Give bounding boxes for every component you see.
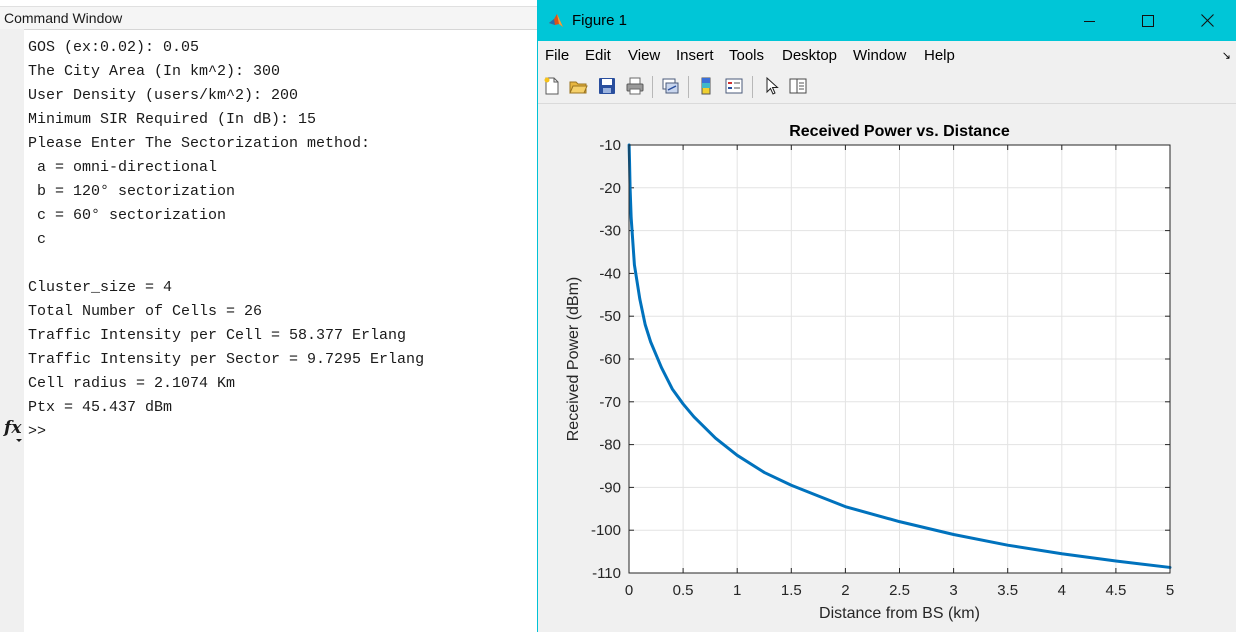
menu-edit[interactable]: Edit <box>585 47 611 64</box>
y-axis-label: Received Power (dBm) <box>565 277 582 442</box>
command-output-line: c <box>28 231 47 248</box>
command-output-line: a = omni-directional <box>28 159 218 176</box>
x-tick-label: 2 <box>841 582 849 599</box>
figure-menubar: File Edit View Insert Tools Desktop Wind… <box>538 41 1236 69</box>
toolbar-separator <box>688 76 689 98</box>
x-tick-label: 3.5 <box>997 582 1018 599</box>
y-tick-label: -100 <box>591 522 621 539</box>
command-window-gutter <box>0 29 24 632</box>
x-tick-label: 4 <box>1058 582 1066 599</box>
open-file-icon[interactable] <box>568 76 588 96</box>
command-prompt[interactable]: >> <box>28 423 47 440</box>
command-window: Command Window GOS (ex:0.02): 0.05 The Ci… <box>0 0 537 632</box>
y-tick-label: -90 <box>599 479 621 496</box>
x-tick-label: 2.5 <box>889 582 910 599</box>
pointer-icon[interactable] <box>762 76 782 96</box>
x-tick-label: 3 <box>949 582 957 599</box>
command-output-line: b = 120° sectorization <box>28 183 236 200</box>
command-output-line: Ptx = 45.437 dBm <box>28 399 173 416</box>
command-output-line: The City Area (In km^2): 300 <box>28 63 281 80</box>
x-tick-label: 1 <box>733 582 741 599</box>
menu-view[interactable]: View <box>628 47 661 64</box>
command-window-titlebar: Command Window <box>0 6 537 30</box>
menu-file[interactable]: File <box>545 47 570 64</box>
print-icon[interactable] <box>625 76 645 96</box>
y-tick-label: -80 <box>599 437 621 454</box>
save-icon[interactable] <box>597 76 617 96</box>
toolbar-separator <box>752 76 753 98</box>
toolbar-separator <box>652 76 653 98</box>
command-output-line <box>28 252 424 276</box>
figure-titlebar[interactable]: Figure 1 <box>538 0 1236 41</box>
plot-area: 0 0.5 1 1.5 2 2.5 3 3.5 4 4.5 5 -10 -20 -30 -40 -50 -60 -… <box>538 104 1236 632</box>
line-chart[interactable]: 0 0.5 1 1.5 2 2.5 3 3.5 4 4.5 5 -10 -20 -30 -40 -50 -60 -… <box>538 104 1236 632</box>
menu-desktop[interactable]: Desktop <box>782 47 838 64</box>
y-tick-label: -10 <box>599 137 621 154</box>
y-tick-label: -40 <box>599 265 621 282</box>
colorbar-icon[interactable] <box>696 76 716 96</box>
command-window-title: Command Window <box>4 10 123 26</box>
minimize-button[interactable] <box>1061 0 1119 41</box>
x-tick-label: 1.5 <box>781 582 802 599</box>
menu-insert[interactable]: Insert <box>676 47 714 64</box>
figure-toolbar <box>538 70 1236 104</box>
x-tick-label: 5 <box>1166 582 1174 599</box>
x-tick-label: 0 <box>625 582 633 599</box>
command-output-line: Total Number of Cells = 26 <box>28 303 263 320</box>
command-output-line: GOS (ex:0.02): 0.05 <box>28 39 200 56</box>
x-tick-label: 0.5 <box>673 582 694 599</box>
figure-title: Figure 1 <box>572 12 628 29</box>
close-button[interactable] <box>1179 0 1236 41</box>
y-tick-label: -20 <box>599 180 621 197</box>
command-output-line: Traffic Intensity per Sector = 9.7295 Er… <box>28 351 425 368</box>
chart-title: Received Power vs. Distance <box>789 123 1010 140</box>
maximize-button[interactable] <box>1119 0 1177 41</box>
close-icon <box>1201 14 1214 27</box>
new-figure-icon[interactable] <box>542 76 562 96</box>
link-plot-icon[interactable] <box>660 76 680 96</box>
command-output-line: Please Enter The Sectorization method: <box>28 135 371 152</box>
matlab-logo-icon <box>549 14 563 27</box>
dock-arrow-icon[interactable]: ↘ <box>1221 50 1231 62</box>
menu-help[interactable]: Help <box>924 47 955 64</box>
y-tick-label: -50 <box>599 308 621 325</box>
command-output-line: c = 60° sectorization <box>28 207 227 224</box>
command-output-line: Cluster_size = 4 <box>28 279 173 296</box>
series-line-0[interactable] <box>627 143 1172 569</box>
x-axis-label: Distance from BS (km) <box>819 605 980 622</box>
x-tick-label: 4.5 <box>1105 582 1126 599</box>
command-output-line: User Density (users/km^2): 200 <box>28 87 299 104</box>
command-output-line: Cell radius = 2.1074 Km <box>28 375 236 392</box>
axes-box <box>628 144 1171 574</box>
y-tick-label: -110 <box>592 565 621 582</box>
command-output-line: Traffic Intensity per Cell = 58.377 Erla… <box>28 327 407 344</box>
y-tick-label: -30 <box>599 223 621 240</box>
command-output-line: Minimum SIR Required (In dB): 15 <box>28 111 317 128</box>
figure-window: Figure 1 File Edit View Insert Tools Des… <box>537 0 1236 632</box>
function-browser-icon[interactable]: fx <box>4 418 23 442</box>
legend-icon[interactable] <box>724 76 744 96</box>
property-inspector-icon[interactable] <box>788 76 808 96</box>
y-tick-label: -70 <box>599 394 621 411</box>
y-tick-label: -60 <box>599 351 621 368</box>
menu-window[interactable]: Window <box>853 47 907 64</box>
menu-tools[interactable]: Tools <box>729 47 765 64</box>
command-output: GOS (ex:0.02): 0.05 The City Area (In km^… <box>28 36 424 420</box>
